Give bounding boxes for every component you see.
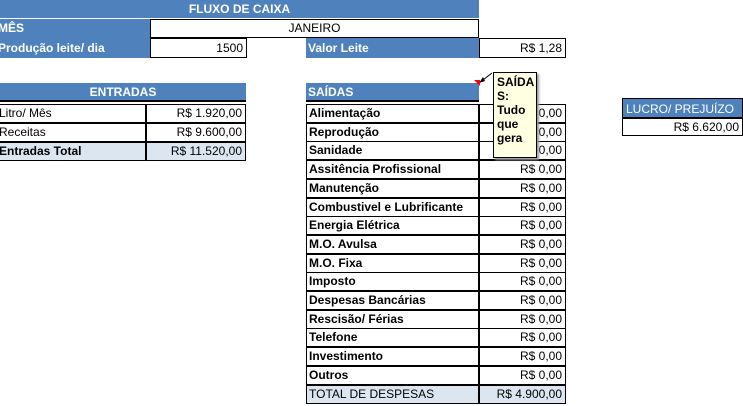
production-label[interactable]: Produção leite/ dia (0, 38, 150, 58)
saidas-row-label[interactable]: Despesas Bancárias (306, 291, 479, 310)
saidas-row-value[interactable]: R$ 0,00 (479, 328, 566, 348)
entradas-row-value[interactable]: R$ 1.920,00 (146, 104, 246, 123)
entradas-row-value[interactable]: R$ 9.600,00 (146, 123, 246, 142)
month-value[interactable]: JANEIRO (150, 19, 479, 38)
saidas-row-label[interactable]: Imposto (306, 272, 479, 292)
entradas-total-label[interactable]: Entradas Total (0, 142, 146, 161)
milk-price-value[interactable]: R$ 1,28 (479, 38, 566, 58)
saidas-row-value[interactable]: R$ 0,00 (479, 197, 566, 217)
saidas-row-label[interactable]: Reprodução (306, 122, 479, 142)
entradas-total-value[interactable]: R$ 11.520,00 (146, 142, 246, 161)
saidas-row-value[interactable]: R$ 0,00 (479, 291, 566, 310)
saidas-row-label[interactable]: Telefone (306, 328, 479, 348)
entradas-row-label[interactable]: Receitas (0, 123, 146, 142)
saidas-total-label[interactable]: TOTAL DE DESPESAS (306, 384, 479, 404)
saidas-header[interactable]: SAÍDAS (306, 83, 479, 102)
cell-comment[interactable]: SAÍDA S: Tudo que gera (493, 72, 537, 158)
saidas-row-label[interactable]: Outros (306, 365, 479, 385)
saidas-total-value[interactable]: R$ 4.900,00 (479, 384, 566, 404)
saidas-row-label[interactable]: Energia Elétrica (306, 216, 479, 236)
saidas-row-label[interactable]: Manutenção (306, 178, 479, 198)
saidas-row-label[interactable]: Rescisão/ Férias (306, 309, 479, 329)
saidas-row-value[interactable]: R$ 0,00 (479, 347, 566, 367)
saidas-row-value[interactable]: R$ 0,00 (479, 178, 566, 198)
saidas-row-label[interactable]: Combustivel e Lubrificante (306, 197, 479, 217)
saidas-row-value[interactable]: R$ 0,00 (479, 365, 566, 385)
saidas-row-label[interactable]: Sanidade (306, 141, 479, 161)
profit-header[interactable]: LUCRO/ PREJUÍZO (622, 98, 743, 118)
saidas-row-value[interactable]: R$ 0,00 (479, 234, 566, 254)
saidas-row-label[interactable]: Assitência Profissional (306, 160, 479, 180)
comment-line: SAÍDA (497, 75, 535, 89)
saidas-row-label[interactable]: M.O. Avulsa (306, 234, 479, 254)
comment-line: que (497, 117, 519, 131)
comment-line: Tudo (497, 103, 526, 117)
profit-value[interactable]: R$ 6.620,00 (622, 118, 743, 136)
saidas-row-value[interactable]: R$ 0,00 (479, 272, 566, 292)
saidas-row-value[interactable]: R$ 0,00 (479, 253, 566, 273)
saidas-row-value[interactable]: R$ 0,00 (479, 160, 566, 180)
saidas-row-label[interactable]: M.O. Fixa (306, 253, 479, 273)
comment-arrow-icon (474, 72, 493, 86)
production-value[interactable]: 1500 (150, 38, 247, 58)
sheet-title[interactable]: FLUXO DE CAIXA (0, 0, 479, 19)
comment-line: S: (497, 89, 509, 103)
saidas-row-label[interactable]: Investimento (306, 347, 479, 367)
entradas-header[interactable]: ENTRADAS (0, 83, 246, 102)
saidas-row-value[interactable]: R$ 0,00 (479, 309, 566, 329)
entradas-row-label[interactable]: Litro/ Mês (0, 104, 146, 123)
saidas-row-value[interactable]: R$ 0,00 (479, 216, 566, 236)
saidas-row-label[interactable]: Alimentação (306, 104, 479, 123)
month-label[interactable]: MÊS (0, 19, 150, 38)
milk-price-label[interactable]: Valor Leite (306, 38, 479, 58)
comment-line: gera (497, 131, 523, 145)
